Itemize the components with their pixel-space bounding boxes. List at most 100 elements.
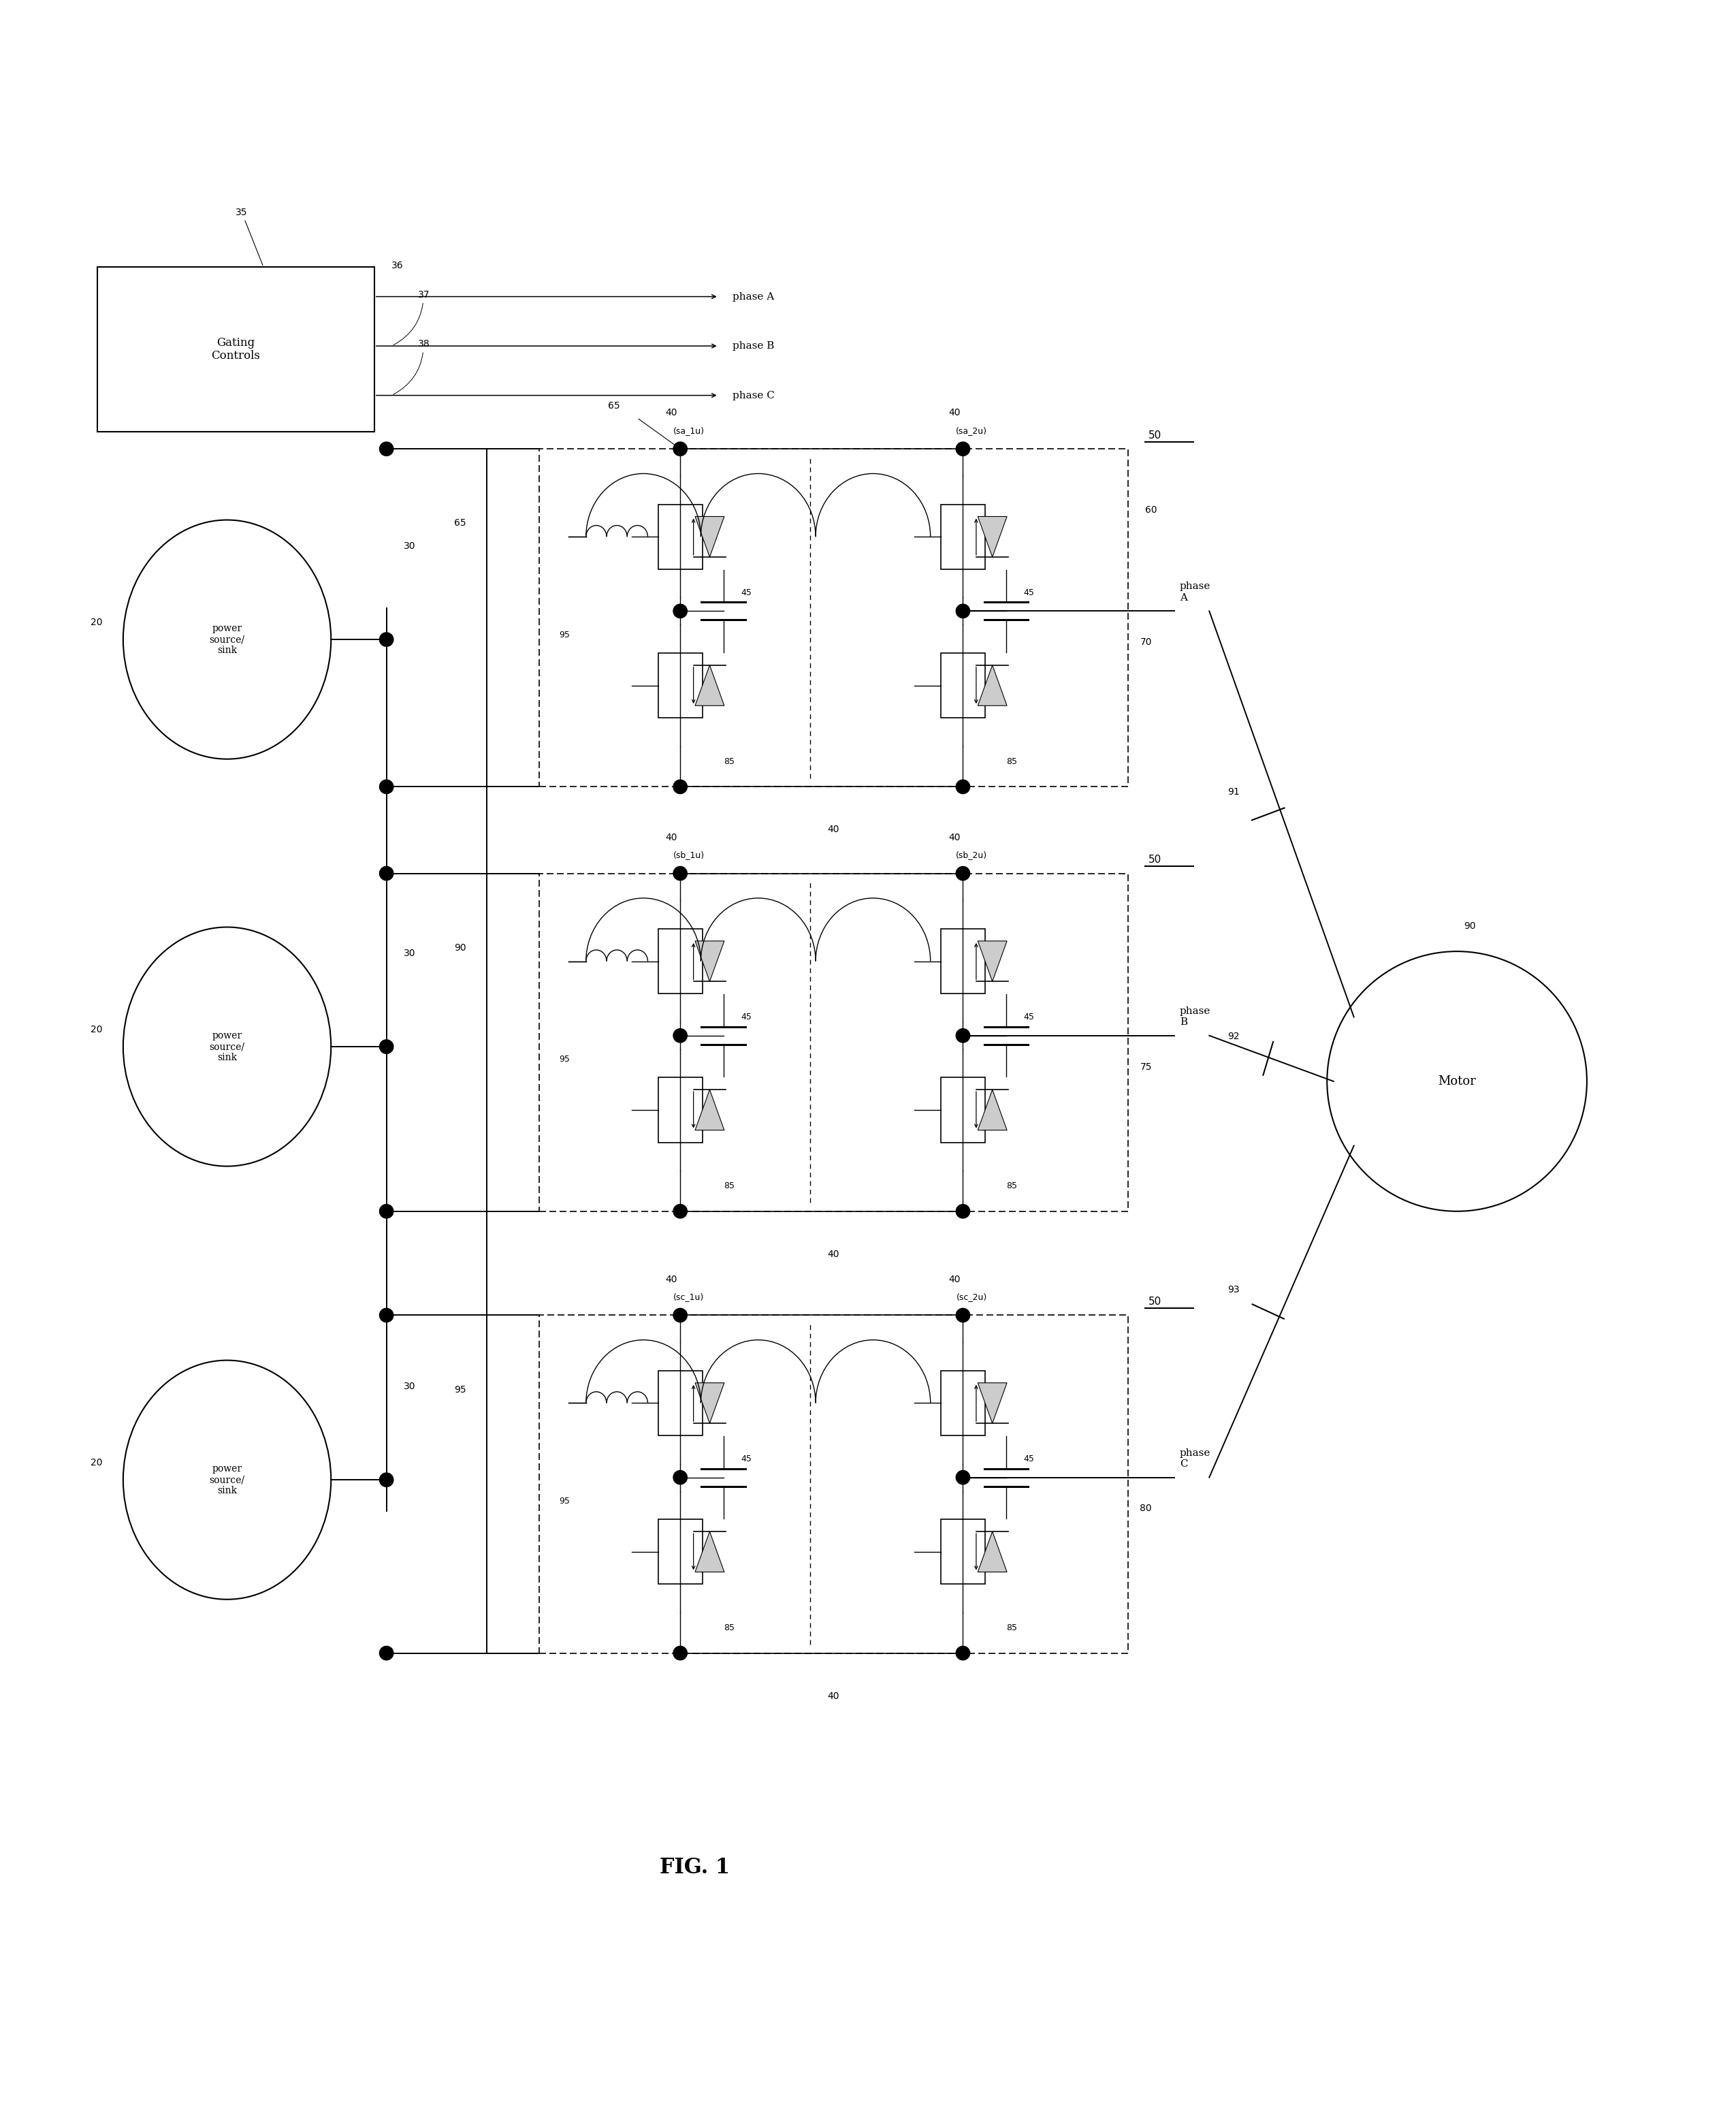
Circle shape	[957, 1647, 970, 1660]
Text: Gating
Controls: Gating Controls	[212, 336, 260, 362]
Circle shape	[674, 604, 687, 617]
Text: 85: 85	[724, 1624, 734, 1632]
Text: 40: 40	[828, 826, 838, 834]
Circle shape	[380, 443, 394, 455]
FancyBboxPatch shape	[538, 872, 1128, 1211]
Ellipse shape	[123, 1360, 332, 1600]
Bar	[941, 1370, 984, 1436]
Circle shape	[380, 1473, 394, 1487]
Text: 85: 85	[1007, 758, 1017, 766]
Text: 45: 45	[741, 1013, 752, 1021]
Text: o: o	[668, 515, 675, 523]
Circle shape	[380, 779, 394, 794]
Circle shape	[957, 779, 970, 794]
Text: 20: 20	[90, 1458, 102, 1468]
Polygon shape	[977, 1383, 1007, 1424]
Bar	[658, 504, 703, 568]
Text: 80: 80	[1141, 1504, 1153, 1513]
Circle shape	[957, 1309, 970, 1321]
Text: 40: 40	[828, 1692, 838, 1700]
Polygon shape	[694, 1532, 724, 1573]
Text: 45: 45	[1024, 1456, 1035, 1464]
Bar	[941, 504, 984, 568]
Circle shape	[674, 1470, 687, 1485]
Circle shape	[674, 443, 687, 455]
Polygon shape	[977, 666, 1007, 706]
Polygon shape	[977, 941, 1007, 981]
Circle shape	[957, 443, 970, 455]
Text: o: o	[951, 938, 958, 949]
Text: 45: 45	[741, 1456, 752, 1464]
Polygon shape	[694, 1383, 724, 1424]
Text: (sa_1u): (sa_1u)	[674, 426, 705, 434]
Ellipse shape	[123, 519, 332, 760]
Text: +: +	[667, 938, 677, 949]
Bar	[658, 928, 703, 994]
Text: 65: 65	[455, 519, 467, 528]
Circle shape	[674, 779, 687, 794]
Circle shape	[674, 1204, 687, 1217]
Text: (sc_2u): (sc_2u)	[957, 1292, 988, 1302]
Text: 95: 95	[559, 1055, 569, 1064]
Text: 50: 50	[1149, 1296, 1161, 1307]
Bar	[658, 653, 703, 717]
Circle shape	[957, 1028, 970, 1043]
Text: (sb_1u): (sb_1u)	[674, 851, 705, 860]
Text: +: +	[950, 1379, 958, 1392]
Text: (sb_2u): (sb_2u)	[957, 851, 988, 860]
Circle shape	[380, 1041, 394, 1053]
Circle shape	[957, 604, 970, 617]
Text: 95: 95	[559, 1496, 569, 1504]
Text: 38: 38	[394, 338, 429, 394]
Text: 40: 40	[948, 1275, 960, 1283]
Polygon shape	[694, 1090, 724, 1130]
Text: 85: 85	[1007, 1624, 1017, 1632]
Text: 75: 75	[1141, 1062, 1153, 1073]
Circle shape	[957, 866, 970, 881]
Text: power
source/
sink: power source/ sink	[210, 624, 245, 655]
Ellipse shape	[123, 928, 332, 1166]
Text: (sc_1u): (sc_1u)	[674, 1292, 705, 1302]
Text: phase
C: phase C	[1180, 1449, 1210, 1468]
Text: 30: 30	[404, 543, 415, 551]
Bar	[658, 1519, 703, 1583]
Text: 36: 36	[392, 262, 404, 270]
Bar	[941, 1077, 984, 1143]
Text: phase
A: phase A	[1180, 581, 1210, 602]
Polygon shape	[694, 666, 724, 706]
Text: 70: 70	[1141, 638, 1153, 647]
Text: 45: 45	[1024, 1013, 1035, 1021]
Circle shape	[674, 1647, 687, 1660]
Text: 20: 20	[90, 1024, 102, 1034]
Circle shape	[674, 866, 687, 881]
Text: 45: 45	[1024, 587, 1035, 598]
Text: 90: 90	[455, 943, 467, 953]
Text: 65: 65	[608, 402, 620, 411]
Text: 95: 95	[559, 630, 569, 638]
Text: 50: 50	[1149, 430, 1161, 440]
Text: phase B: phase B	[733, 340, 774, 351]
Text: 85: 85	[1007, 1181, 1017, 1190]
Circle shape	[1326, 951, 1587, 1211]
Text: 85: 85	[724, 1181, 734, 1190]
Text: 40: 40	[828, 1249, 838, 1260]
Text: 35: 35	[236, 209, 262, 266]
Text: (sa_2u): (sa_2u)	[957, 426, 988, 434]
Bar	[658, 1370, 703, 1436]
Polygon shape	[977, 517, 1007, 558]
Text: 50: 50	[1149, 855, 1161, 864]
Circle shape	[380, 1309, 394, 1321]
Bar	[941, 1519, 984, 1583]
Text: phase
B: phase B	[1180, 1007, 1210, 1028]
Circle shape	[380, 632, 394, 647]
Text: 30: 30	[404, 1381, 415, 1392]
Polygon shape	[977, 1532, 1007, 1573]
Text: o: o	[668, 1381, 675, 1392]
Circle shape	[380, 1647, 394, 1660]
Text: 30: 30	[404, 949, 415, 958]
Circle shape	[957, 1470, 970, 1485]
Text: 92: 92	[1227, 1032, 1240, 1041]
Text: 40: 40	[665, 409, 677, 417]
Polygon shape	[694, 941, 724, 981]
Text: 90: 90	[1463, 921, 1476, 930]
